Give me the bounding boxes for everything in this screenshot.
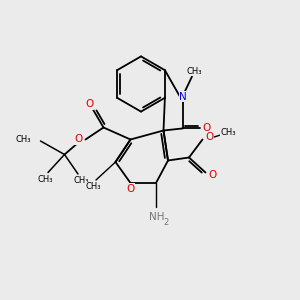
Text: O: O [205, 131, 213, 142]
Text: CH₃: CH₃ [15, 135, 31, 144]
Text: CH₃: CH₃ [220, 128, 236, 137]
Text: CH₃: CH₃ [73, 176, 89, 185]
Text: O: O [75, 134, 83, 145]
Text: O: O [202, 123, 210, 134]
Text: CH₃: CH₃ [37, 175, 53, 184]
Text: CH₃: CH₃ [86, 182, 101, 191]
Text: N: N [179, 92, 187, 102]
Text: NH: NH [149, 212, 164, 222]
Text: O: O [208, 170, 216, 181]
Text: CH₃: CH₃ [187, 67, 202, 76]
Text: 2: 2 [163, 218, 168, 227]
Text: O: O [85, 99, 94, 109]
Text: O: O [126, 184, 135, 194]
